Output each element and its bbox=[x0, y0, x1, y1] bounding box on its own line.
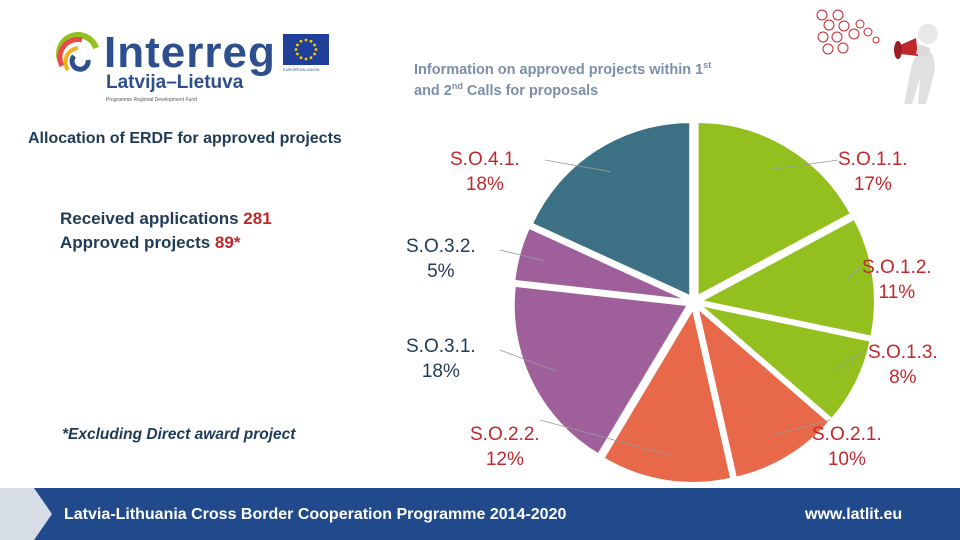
label-pct: 5% bbox=[427, 261, 455, 282]
pie-slice-s-o-2-2 bbox=[602, 306, 733, 484]
pie-slice-s-o-2-1 bbox=[695, 305, 831, 479]
page-title: Information on approved projects within … bbox=[414, 60, 814, 102]
footer-chevron-icon bbox=[0, 488, 52, 540]
footnote: *Excluding Direct award project bbox=[62, 426, 296, 443]
title-line2-end: Calls for proposals bbox=[462, 83, 599, 99]
label-so-3-2: S.O.3.2. 5% bbox=[406, 234, 476, 284]
label-so-3-1: S.O.3.1. 18% bbox=[406, 334, 476, 384]
footer-bar: Latvia-Lithuania Cross Border Cooperatio… bbox=[0, 488, 960, 540]
label-pct: 18% bbox=[465, 174, 504, 195]
leader-line bbox=[832, 349, 867, 372]
title-line1: Information on approved projects within … bbox=[414, 62, 704, 78]
leader-line bbox=[499, 249, 545, 262]
footer-programme-text: Latvia-Lithuania Cross Border Cooperatio… bbox=[64, 506, 567, 523]
interreg-logo-icon bbox=[56, 32, 99, 72]
approved-value: 89* bbox=[214, 233, 241, 252]
logo-subtitle: Latvija–Lietuva bbox=[106, 72, 244, 93]
logo-wordmark: Interreg bbox=[104, 28, 276, 77]
label-name: S.O.2.1. bbox=[812, 424, 882, 445]
label-pct: 17% bbox=[853, 174, 892, 195]
approved-projects: Approved projects 89* bbox=[60, 231, 272, 255]
title-sup1: st bbox=[703, 60, 712, 70]
eu-flag-icon bbox=[283, 34, 329, 65]
leader-line bbox=[544, 159, 611, 173]
leader-line bbox=[539, 419, 670, 456]
label-name: S.O.3.1. bbox=[406, 336, 476, 357]
label-name: S.O.3.2. bbox=[406, 236, 476, 257]
label-pct: 11% bbox=[878, 282, 916, 303]
title-line2: and 2 bbox=[414, 83, 452, 99]
title-sup2: nd bbox=[451, 81, 463, 91]
label-name: S.O.4.1. bbox=[450, 149, 520, 170]
label-so-2-2: S.O.2.2. 12% bbox=[470, 422, 540, 472]
label-pct: 12% bbox=[485, 449, 524, 470]
pie-slice-s-o-3-1 bbox=[512, 284, 690, 456]
label-name: S.O.2.2. bbox=[470, 424, 540, 445]
stats-block: Received applications 281 Approved proje… bbox=[60, 207, 272, 255]
pie-slice-s-o-1-3 bbox=[696, 303, 872, 421]
leader-line bbox=[773, 419, 831, 436]
label-so-4-1: S.O.4.1. 18% bbox=[450, 147, 520, 197]
label-pct: 10% bbox=[827, 449, 866, 470]
label-so-1-3: S.O.1.3. 8% bbox=[868, 340, 938, 390]
received-label: Received applications bbox=[60, 209, 244, 228]
pie-slice-s-o-3-2 bbox=[513, 226, 688, 302]
label-so-1-2: S.O.1.2. 11% bbox=[862, 255, 932, 305]
pie-slice-s-o-4-1 bbox=[530, 121, 692, 298]
received-applications: Received applications 281 bbox=[60, 207, 272, 231]
megaphone-man-icon bbox=[816, 9, 938, 104]
label-pct: 18% bbox=[421, 361, 460, 382]
pie-slice-s-o-1-1 bbox=[696, 120, 853, 298]
leader-line bbox=[499, 349, 556, 372]
pie-slice-s-o-1-2 bbox=[698, 217, 876, 338]
leader-line bbox=[847, 264, 863, 281]
label-name: S.O.1.2. bbox=[862, 257, 932, 278]
allocation-title: Allocation of ERDF for approved projects bbox=[28, 130, 342, 147]
label-name: S.O.1.3. bbox=[868, 342, 938, 363]
label-so-1-1: S.O.1.1. 17% bbox=[838, 147, 908, 197]
logo-tagline: Programme Regional Development Fund bbox=[106, 97, 197, 103]
leader-line bbox=[773, 159, 839, 170]
eu-label: EUROPEAN UNION bbox=[283, 67, 320, 72]
label-pct: 8% bbox=[889, 367, 917, 388]
received-value: 281 bbox=[243, 209, 272, 228]
approved-label: Approved projects bbox=[60, 233, 215, 252]
label-so-2-1: S.O.2.1. 10% bbox=[812, 422, 882, 472]
footer-website-link[interactable]: www.latlit.eu bbox=[805, 506, 903, 523]
label-name: S.O.1.1. bbox=[838, 149, 908, 170]
